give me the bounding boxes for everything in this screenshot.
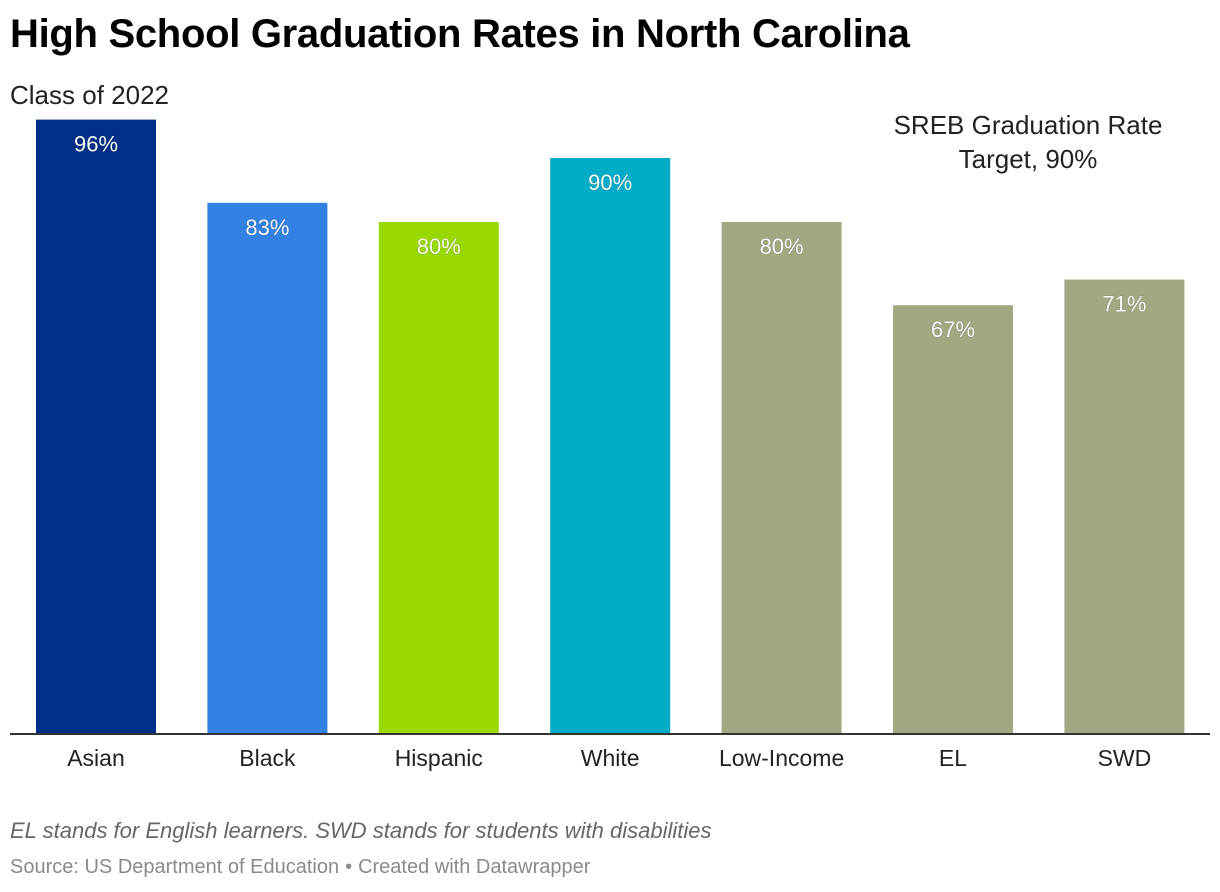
target-annotation-line1: SREB Graduation Rate: [893, 110, 1163, 140]
value-label-low-income: 80%: [760, 234, 804, 259]
value-label-black: 83%: [245, 215, 289, 240]
x-tick-label-black: Black: [239, 745, 296, 771]
source-line: Source: US Department of Education • Creat…: [10, 856, 590, 879]
x-tick-label-white: White: [581, 745, 640, 771]
source-separator: •: [345, 856, 353, 878]
bar-el: [893, 305, 1013, 734]
created-with-link[interactable]: Created with Datawrapper: [358, 856, 591, 878]
chart-title: High School Graduation Rates in North Ca…: [10, 12, 910, 56]
value-label-asian: 96%: [74, 132, 118, 157]
x-tick-label-low-income: Low-Income: [719, 745, 844, 771]
x-tick-label-asian: Asian: [67, 745, 125, 771]
target-annotation-line2: Target, 90%: [958, 144, 1098, 174]
x-tick-label-el: EL: [939, 745, 967, 771]
bar-asian: [36, 119, 156, 735]
bar-low-income: [721, 222, 842, 734]
value-label-swd: 71%: [1102, 292, 1146, 317]
x-tick-label-hispanic: Hispanic: [395, 745, 483, 771]
x-tick-label-swd: SWD: [1098, 745, 1152, 771]
value-label-white: 90%: [588, 170, 632, 195]
chart-subtitle: Class of 2022: [10, 80, 169, 110]
footnote: EL stands for English learners. SWD stan…: [10, 818, 712, 843]
bar-white: [550, 158, 671, 734]
value-labels-group: 96% 83% 80% 90% 80% 67% 71%: [74, 131, 1147, 342]
bars-group: [36, 119, 1185, 735]
value-label-el: 67%: [931, 317, 975, 342]
x-tick-labels-group: Asian Black Hispanic White Low-Income EL SWD: [67, 745, 1151, 771]
bar-swd: [1064, 279, 1185, 734]
bar-hispanic: [378, 222, 499, 734]
target-annotation: SREB Graduation Rate Target, 90%: [878, 108, 1178, 176]
source-text: Source: US Department of Education: [10, 856, 340, 878]
value-label-hispanic: 80%: [417, 234, 461, 259]
bar-black: [207, 202, 328, 735]
